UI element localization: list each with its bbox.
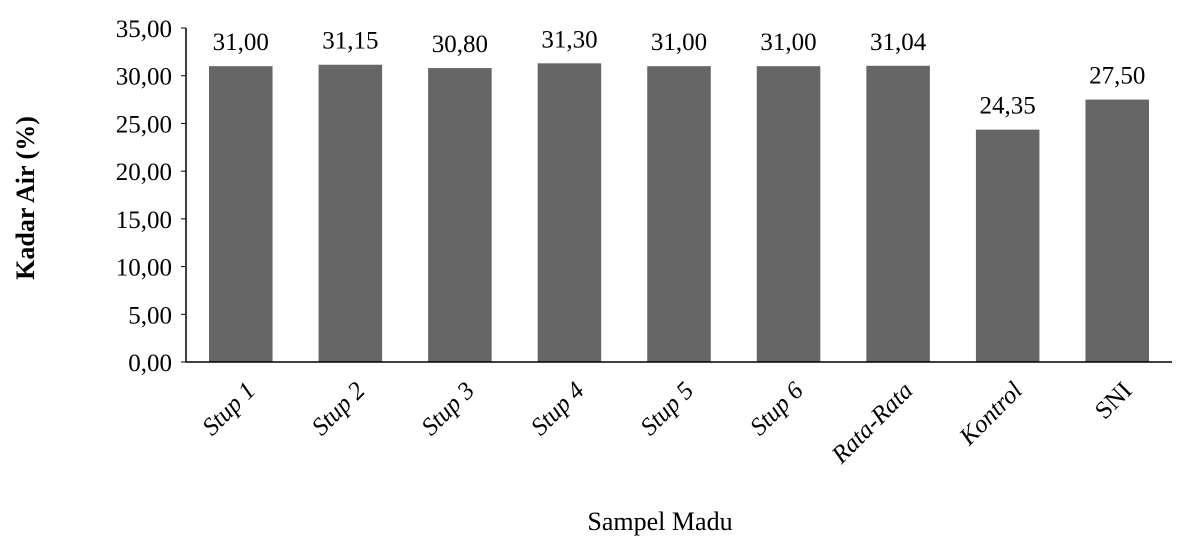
x-tick-label: Stup 1 <box>197 377 261 441</box>
data-label: 30,80 <box>432 31 488 58</box>
y-tick-label: 30,00 <box>116 64 172 91</box>
bar <box>318 64 383 363</box>
x-axis-title: Sampel Madu <box>587 507 732 536</box>
data-labels: 31,00 31,15 30,80 31,30 31,00 31,00 31,04 24,35… <box>213 26 1146 119</box>
y-tick-label: 10,00 <box>116 255 172 282</box>
data-label: 31,00 <box>213 29 269 56</box>
x-tick-label: SNI <box>1090 377 1138 425</box>
bar <box>975 129 1040 362</box>
y-tick-label: 20,00 <box>116 159 172 186</box>
data-label: 31,30 <box>541 26 597 53</box>
data-label: 31,00 <box>760 29 816 56</box>
y-tick-label: 35,00 <box>116 16 172 43</box>
x-tick-label: Stup 3 <box>416 377 480 441</box>
data-label: 31,04 <box>870 29 927 56</box>
bar <box>1085 99 1149 363</box>
x-tick-label: Stup 2 <box>307 377 371 441</box>
bar <box>209 66 273 363</box>
y-tick-label: 5,00 <box>128 302 172 329</box>
y-axis-title: Kadar Air (%) <box>11 116 40 280</box>
y-axis-ticks: 0,00 5,00 10,00 15,00 20,00 25,00 30,00 35,00 <box>116 16 186 377</box>
data-label: 27,50 <box>1089 63 1145 90</box>
x-axis-ticks: Stup 1 Stup 2 Stup 3 Stup 4 Stup 5 Stup 6 Rata… <box>197 377 1137 470</box>
data-label: 24,35 <box>980 93 1036 120</box>
y-tick-label: 25,00 <box>116 111 172 138</box>
bar <box>866 65 930 363</box>
bar <box>647 66 711 363</box>
y-tick-label: 0,00 <box>128 350 172 377</box>
y-tick-label: 15,00 <box>116 207 172 234</box>
x-tick-label: Kontrol <box>954 377 1028 451</box>
x-tick-label: Stup 6 <box>745 377 809 441</box>
bar <box>428 68 492 362</box>
x-tick-label: Rata-Rata <box>826 377 918 469</box>
bar <box>537 63 602 363</box>
data-label: 31,00 <box>651 29 707 56</box>
bar <box>756 66 821 363</box>
x-tick-label: Stup 5 <box>635 377 699 441</box>
x-tick-label: Stup 4 <box>526 377 590 441</box>
bars <box>209 63 1149 363</box>
data-label: 31,15 <box>322 28 378 55</box>
